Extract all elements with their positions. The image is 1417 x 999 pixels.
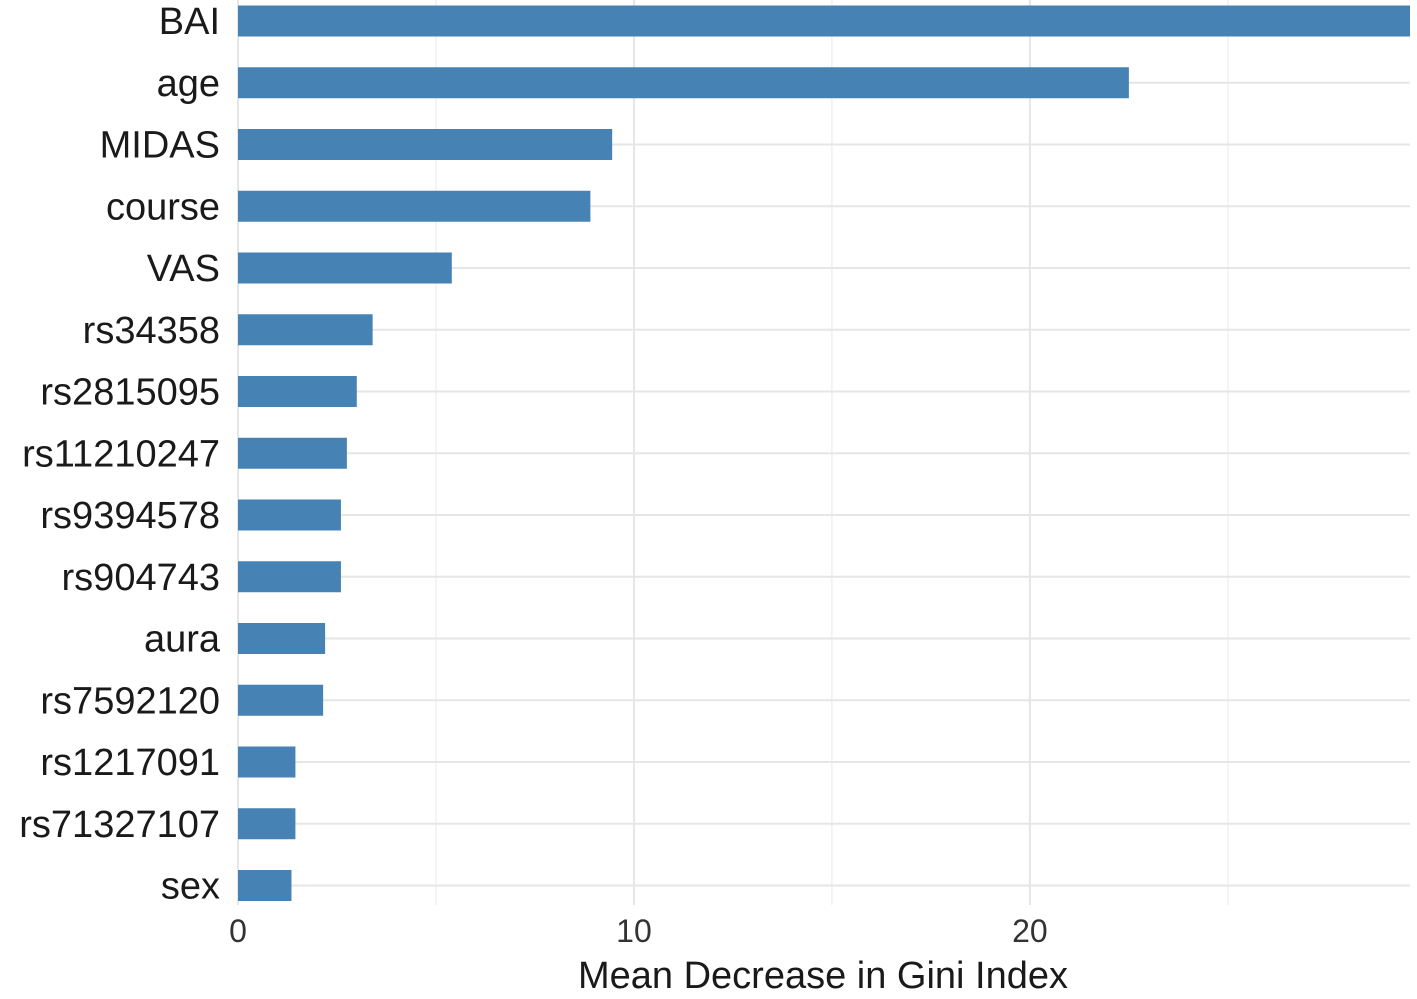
bar-age <box>238 67 1129 99</box>
bar-aura <box>238 623 326 654</box>
bar-rs9394578 <box>238 499 341 531</box>
category-label-aura: aura <box>144 619 221 661</box>
category-label-rs11210247: rs11210247 <box>22 433 220 475</box>
category-labels: BAI age MIDAS course VAS rs34358 rs2815095 rs11… <box>19 1 221 908</box>
bar-rs34358 <box>238 314 373 346</box>
bar-rs904743 <box>238 561 341 593</box>
bar-rs1217091 <box>238 746 296 778</box>
category-label-BAI: BAI <box>159 1 220 43</box>
category-label-rs34358: rs34358 <box>83 310 220 352</box>
bar-MIDAS <box>238 129 613 160</box>
category-label-course: course <box>106 186 220 228</box>
category-label-rs904743: rs904743 <box>62 557 220 599</box>
bar-rs7592120 <box>238 684 324 716</box>
bar-rs11210247 <box>238 437 347 469</box>
bar-sex <box>238 870 292 901</box>
category-label-rs7592120: rs7592120 <box>40 680 220 722</box>
category-label-VAS: VAS <box>147 248 220 290</box>
x-tick-label: 10 <box>616 913 652 949</box>
x-tick-label: 20 <box>1012 913 1048 949</box>
bar-BAI <box>238 5 1410 37</box>
category-label-rs71327107: rs71327107 <box>19 804 220 846</box>
bar-VAS <box>238 252 452 284</box>
bar-rs2815095 <box>238 376 357 407</box>
category-label-rs9394578: rs9394578 <box>40 495 220 537</box>
x-tick-label: 0 <box>229 913 247 949</box>
x-axis-ticks: 0 10 20 <box>229 913 1048 949</box>
bar-course <box>238 190 591 222</box>
category-label-rs2815095: rs2815095 <box>40 372 220 414</box>
bars-layer <box>238 5 1410 901</box>
category-label-age: age <box>157 63 220 105</box>
category-label-sex: sex <box>161 866 220 908</box>
bar-rs71327107 <box>238 808 296 840</box>
category-label-rs1217091: rs1217091 <box>40 742 220 784</box>
x-axis-title: Mean Decrease in Gini Index <box>578 955 1068 997</box>
category-label-MIDAS: MIDAS <box>100 125 220 167</box>
